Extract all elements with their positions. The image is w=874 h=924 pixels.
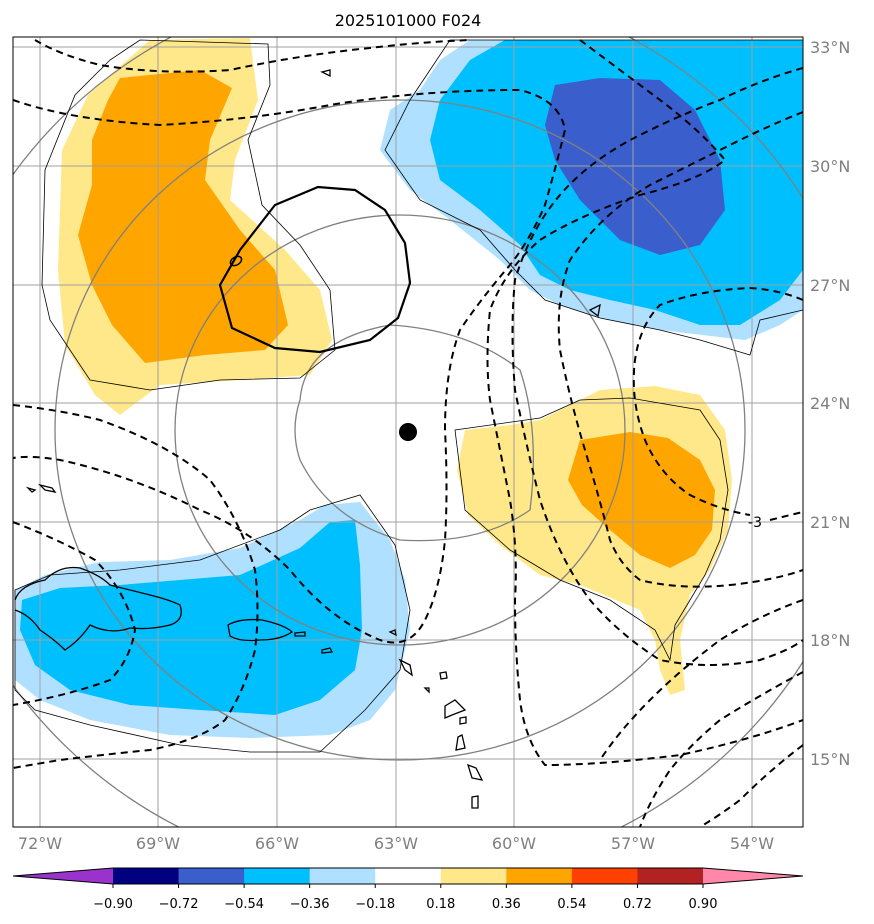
field-nw-orange — [78, 70, 288, 363]
colorbar-extend-low — [13, 868, 113, 884]
colorbar-tick-label: −0.90 — [93, 897, 133, 912]
colorbar-tick-label: −0.54 — [224, 897, 264, 912]
lat-label: 33°N — [810, 38, 850, 57]
storm-center-marker — [399, 423, 417, 441]
colorbar: −0.90 −0.72 −0.54 −0.36 −0.18 0.18 0.36 0.54 0.7… — [12, 867, 804, 912]
gridlines — [13, 37, 803, 827]
lon-label: 54°W — [730, 834, 774, 853]
lon-label: 60°W — [492, 834, 536, 853]
lon-label: 57°W — [611, 834, 655, 853]
colorbar-segment — [375, 868, 442, 884]
colorbar-tick-label: 0.72 — [623, 897, 652, 912]
lat-label: 18°N — [810, 631, 850, 650]
colorbar-segment — [571, 868, 638, 884]
lat-label: 27°N — [810, 276, 850, 295]
colorbar-segment — [637, 868, 704, 884]
colorbar-segment — [506, 868, 573, 884]
lon-label: 63°W — [374, 834, 418, 853]
colorbar-tick-label: 0.36 — [492, 897, 521, 912]
colorbar-tick-label: 0.54 — [557, 897, 586, 912]
filled-fields — [15, 38, 803, 738]
colorbar-segment — [113, 868, 180, 884]
colorbar-segment — [309, 868, 376, 884]
colorbar-extend-high — [703, 868, 803, 884]
lat-label: 30°N — [810, 157, 850, 176]
longitude-labels: 72°W 69°W 66°W 63°W 60°W 57°W 54°W — [18, 834, 774, 853]
map-area: -3 — [13, 37, 803, 827]
lon-label: 69°W — [136, 834, 180, 853]
coastlines — [14, 69, 601, 809]
colorbar-tick-label: −0.36 — [290, 897, 330, 912]
map-title: 2025101000 F024 — [335, 11, 482, 30]
lon-label: 72°W — [18, 834, 62, 853]
colorbar-tick-label: −0.72 — [159, 897, 199, 912]
colorbar-segment — [178, 868, 245, 884]
map-frame — [12, 36, 804, 828]
colorbar-tick-label: 0.90 — [689, 897, 718, 912]
lon-label: 66°W — [255, 834, 299, 853]
solid-contour — [218, 185, 412, 354]
lat-label: 21°N — [810, 513, 850, 532]
colorbar-segment — [244, 868, 311, 884]
colorbar-tick-label: 0.18 — [426, 897, 455, 912]
colorbar-segment — [440, 868, 507, 884]
lat-label: 24°N — [810, 394, 850, 413]
small-contour — [229, 255, 243, 267]
latitude-labels: 33°N 30°N 27°N 24°N 21°N 18°N 15°N — [810, 38, 850, 769]
colorbar-tick-label: −0.18 — [355, 897, 395, 912]
lat-label: 15°N — [810, 750, 850, 769]
dashed-contours — [13, 39, 803, 827]
contour-label: -3 — [748, 515, 762, 531]
field-e-orange — [568, 432, 715, 568]
